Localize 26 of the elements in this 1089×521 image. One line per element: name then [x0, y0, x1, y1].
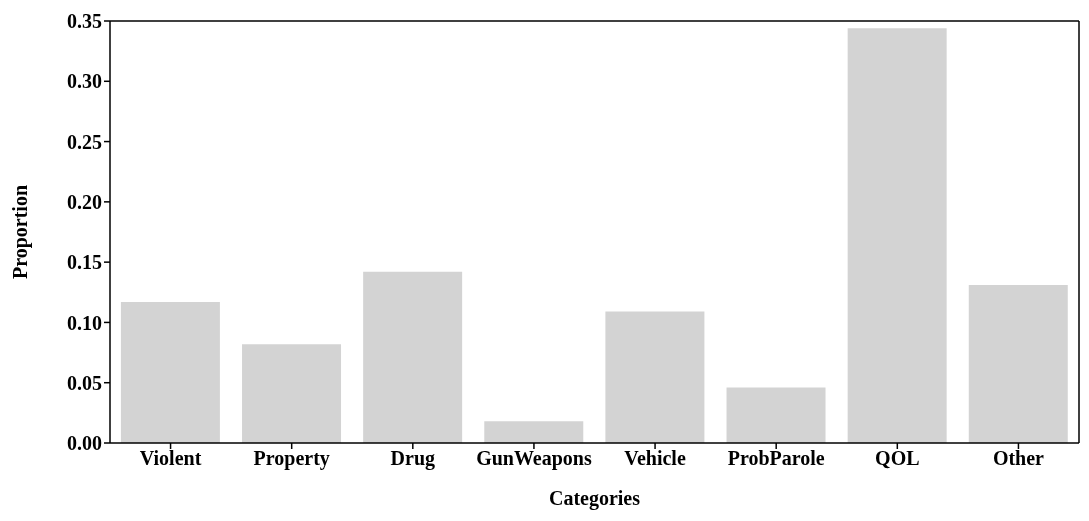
bar [120, 301, 220, 443]
bar [605, 311, 705, 443]
y-tick-label: 0.15 [67, 251, 102, 274]
bar [726, 387, 826, 443]
bar [242, 344, 342, 443]
y-tick-label: 0.10 [67, 311, 102, 334]
x-tick-label: Drug [390, 447, 436, 471]
x-tick-label: ProbParole [727, 447, 825, 470]
y-tick-label: 0.00 [67, 432, 102, 455]
bar [968, 285, 1068, 443]
y-tick-label: 0.30 [67, 70, 102, 93]
x-tick-label: GunWeapons [476, 447, 592, 471]
x-axis-title: Categories [548, 487, 641, 510]
bar [484, 421, 584, 443]
x-tick-label: Property [253, 447, 330, 471]
x-tick-label: Vehicle [624, 447, 686, 470]
y-tick-label: 0.05 [67, 371, 102, 394]
bar [363, 271, 463, 443]
x-tick-label: Violent [139, 447, 202, 470]
y-tick-label: 0.25 [67, 130, 102, 153]
y-axis-title: Proportion [9, 184, 33, 280]
bar [847, 28, 947, 443]
y-tick-label: 0.35 [67, 10, 102, 33]
x-tick-label: Other [992, 447, 1045, 470]
x-tick-label: QOL [875, 447, 920, 470]
y-tick-label: 0.20 [67, 190, 102, 213]
